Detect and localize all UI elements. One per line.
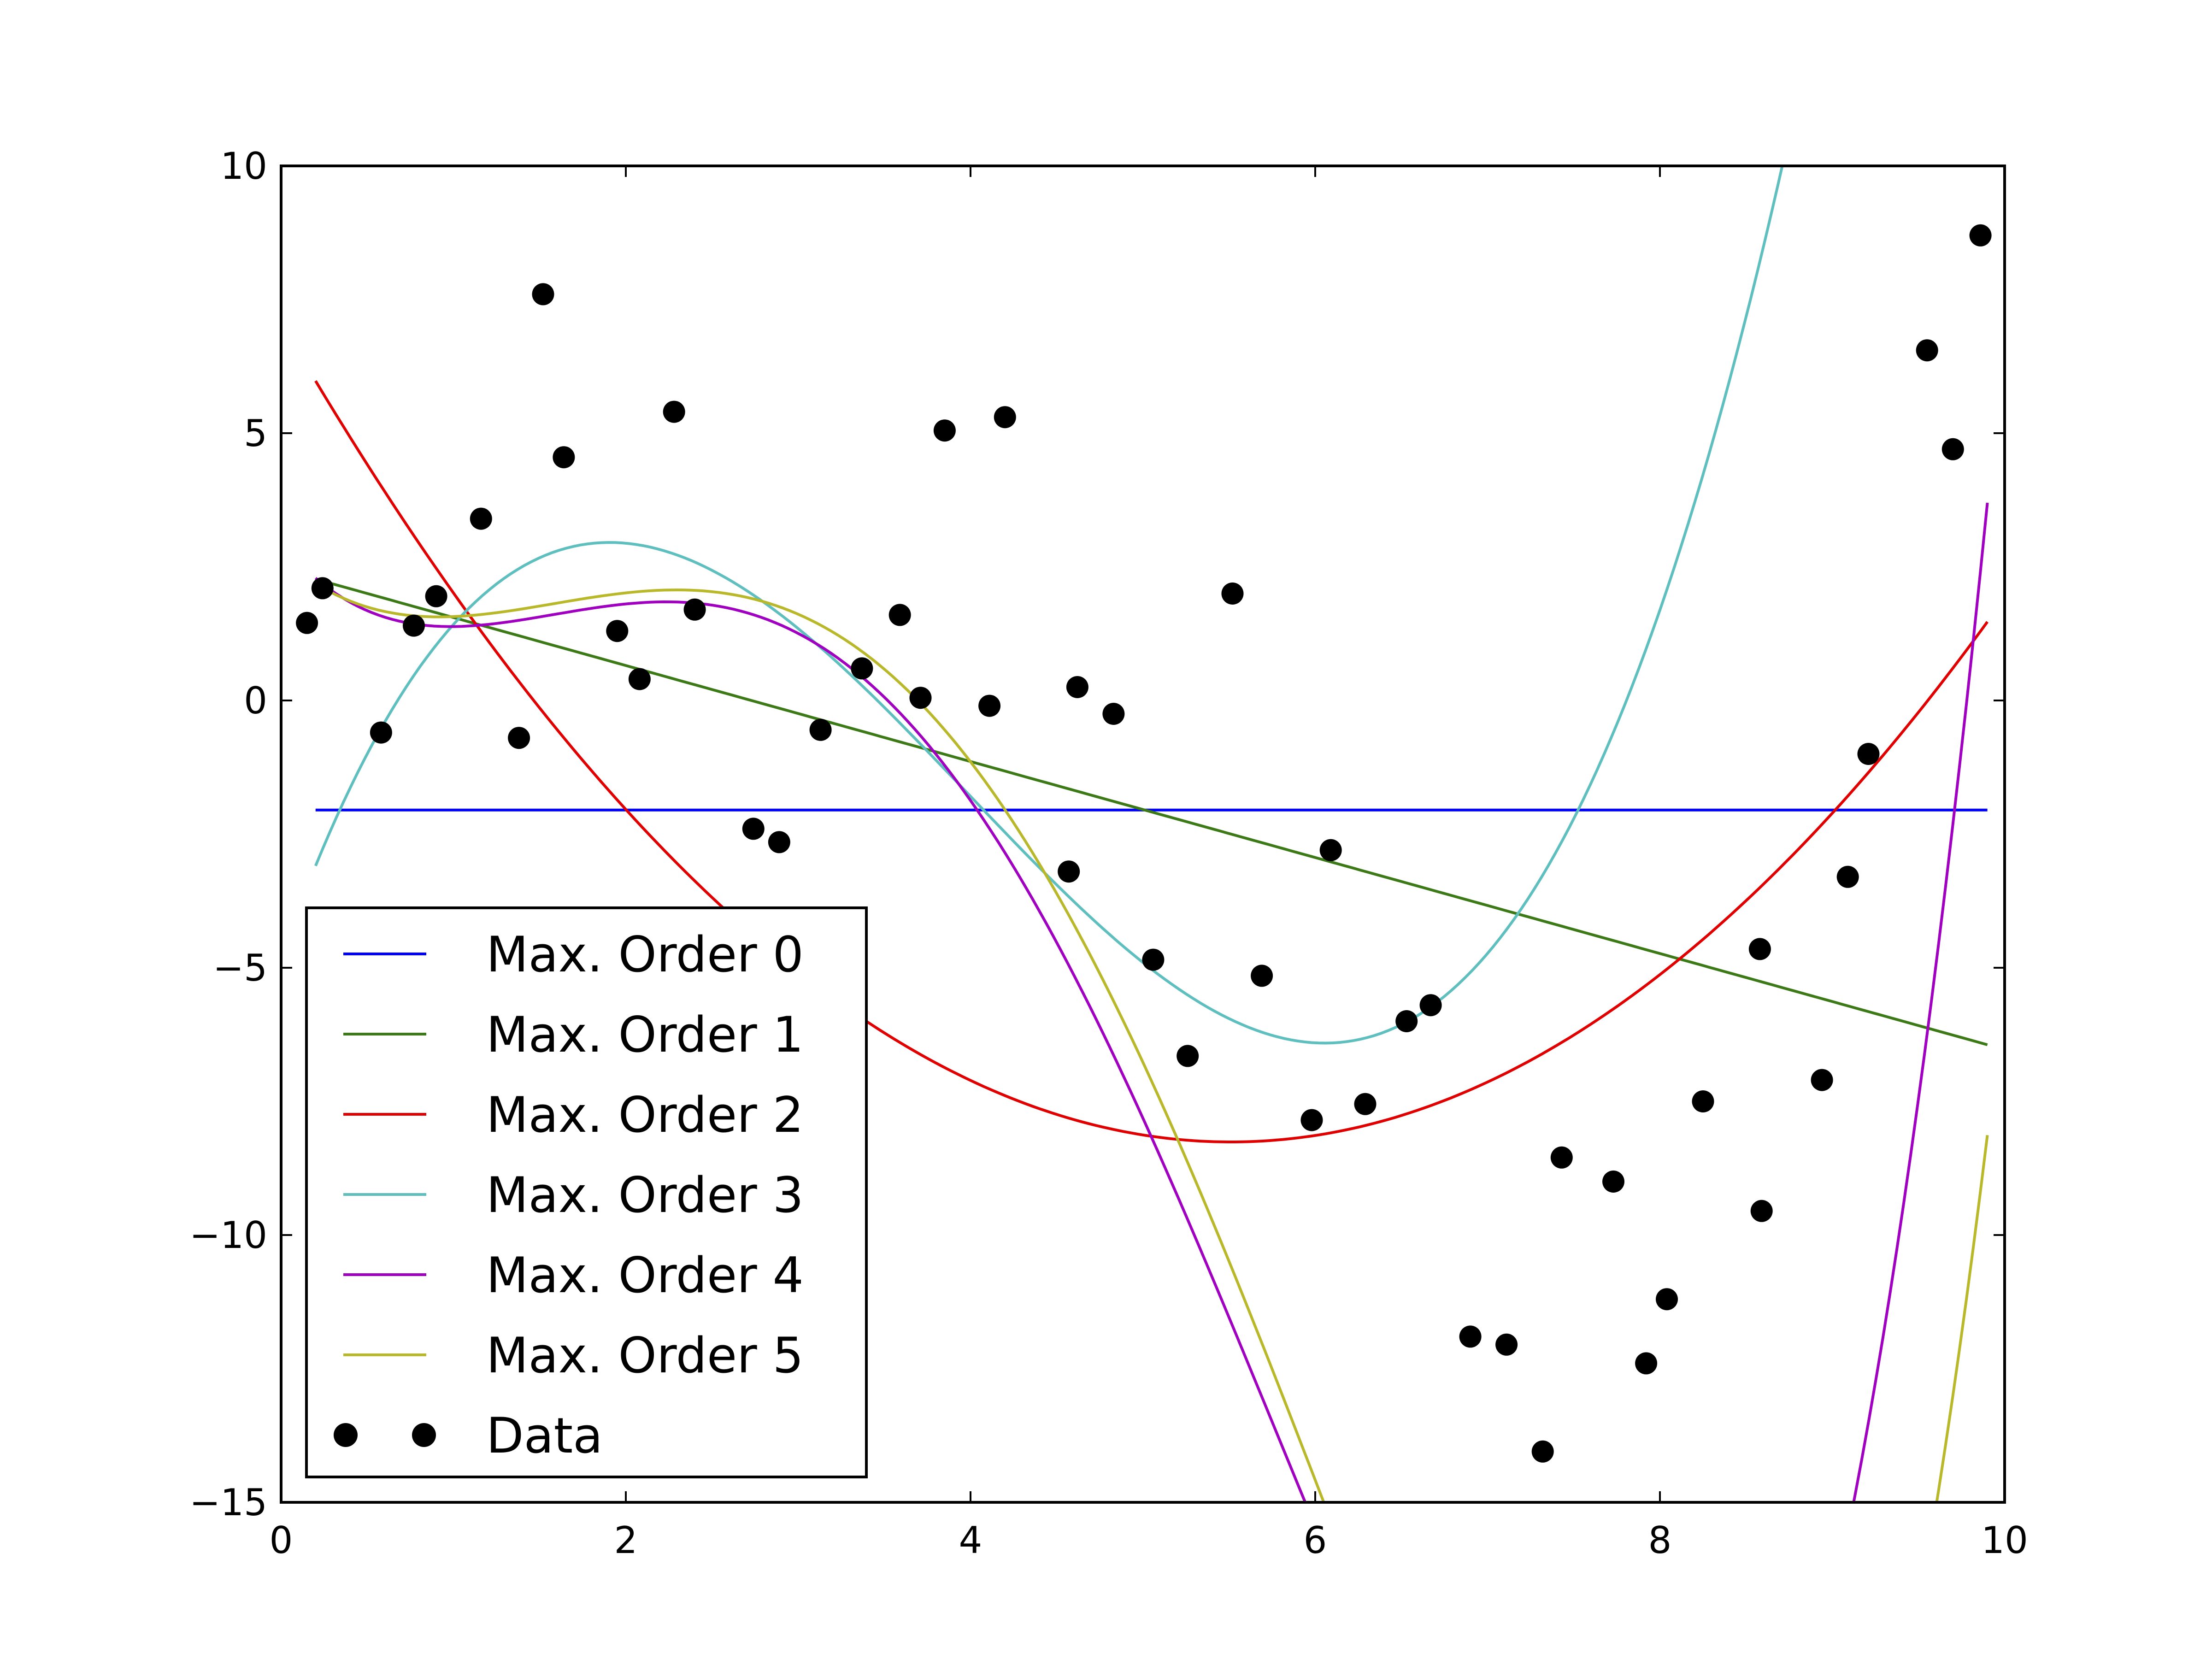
data-point [425, 585, 447, 607]
legend-label-order-4: Max. Order 4 [486, 1247, 804, 1304]
data-point [1251, 965, 1273, 987]
legend-marker-data [334, 1423, 358, 1447]
legend-label-order-5: Max. Order 5 [486, 1327, 804, 1384]
data-point [978, 694, 1001, 717]
data-point [1177, 1045, 1199, 1067]
data-point [888, 604, 911, 626]
data-point [1635, 1352, 1658, 1375]
plot-area: 0 2 4 6 8 10 −15 −10 −5 0 5 10 [189, 145, 2028, 1562]
legend-label-order-0: Max. Order 0 [486, 926, 804, 983]
data-point [470, 507, 492, 530]
x-tick-label: 8 [1648, 1519, 1672, 1562]
data-point [1692, 1090, 1714, 1112]
y-tick-label: −5 [213, 947, 267, 989]
y-tick-label: 5 [244, 412, 267, 455]
data-point [1550, 1146, 1573, 1169]
data-point [1531, 1440, 1554, 1463]
data-point [1941, 438, 1964, 460]
data-point [1142, 948, 1165, 971]
data-point [311, 577, 334, 600]
x-tick-label: 6 [1304, 1519, 1327, 1562]
data-point [683, 598, 706, 621]
axes-frame [280, 165, 2006, 1504]
data-point [508, 727, 530, 749]
data-point [1395, 1010, 1418, 1032]
legend-label-order-2: Max. Order 2 [486, 1087, 804, 1143]
data-point [809, 718, 832, 741]
data-point [1102, 703, 1125, 725]
data-point [851, 657, 873, 680]
data-point [1750, 1200, 1773, 1222]
y-tick-label: −15 [189, 1481, 267, 1524]
y-tick-label: 0 [244, 679, 267, 722]
data-point [768, 831, 790, 853]
data-point [1857, 743, 1880, 765]
x-tick-label: 10 [1981, 1519, 2028, 1562]
data-point [933, 419, 956, 442]
data-point [1300, 1109, 1323, 1131]
data-point [628, 668, 651, 690]
data-point [1354, 1093, 1377, 1115]
y-tick-label: 10 [220, 145, 267, 188]
x-tick-label: 4 [959, 1519, 982, 1562]
series-line-order-4 [314, 502, 1989, 1502]
data-point [1058, 860, 1080, 883]
legend-box [305, 906, 868, 1478]
data-point [1419, 994, 1442, 1017]
data-point [370, 721, 392, 744]
data-point [403, 614, 425, 637]
data-point [532, 283, 554, 306]
legend-marker-data [412, 1423, 436, 1447]
data-point [553, 446, 575, 469]
data-point [1656, 1288, 1678, 1311]
x-tick-label: 0 [270, 1519, 293, 1562]
data-point [1836, 865, 1859, 888]
legend-label-order-1: Max. Order 1 [486, 1006, 804, 1063]
data-point [1916, 339, 1938, 362]
data-point [1811, 1069, 1833, 1091]
data-point [994, 406, 1016, 429]
data-point [663, 400, 685, 423]
data-point [1748, 938, 1771, 960]
data-point [1459, 1325, 1482, 1348]
data-point [1221, 582, 1244, 605]
series-line-order-1 [315, 577, 1988, 1046]
data-point [606, 620, 629, 642]
legend-label-data: Data [486, 1407, 603, 1464]
data-point [742, 818, 765, 840]
data-point [1495, 1333, 1518, 1356]
data-point [1969, 224, 1992, 247]
x-tick-label: 2 [614, 1519, 638, 1562]
data-point [296, 612, 318, 634]
data-point [1319, 839, 1342, 861]
legend-label-order-3: Max. Order 3 [486, 1167, 804, 1224]
legend: Max. Order 0 Max. Order 1 Max. Order 2 Max.… [305, 906, 868, 1478]
data-point [1066, 676, 1088, 698]
data-point [909, 687, 932, 709]
data-point [1602, 1171, 1624, 1193]
series-line-order-5 [315, 582, 1989, 1502]
y-tick-label: −10 [189, 1214, 267, 1257]
